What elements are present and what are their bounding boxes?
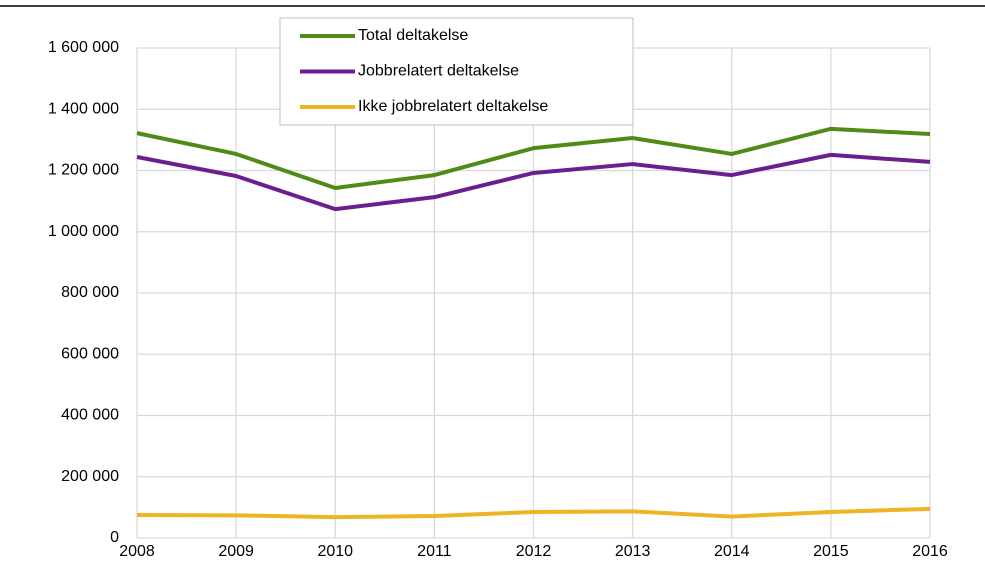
x-tick-label: 2009 (218, 543, 254, 560)
y-tick-label: 400 000 (61, 407, 119, 424)
x-tick-label: 2016 (912, 543, 948, 560)
y-tick-label: 1 000 000 (48, 223, 119, 240)
y-tick-label: 800 000 (61, 284, 119, 301)
series-line (136, 152, 931, 212)
series-line (136, 126, 931, 190)
x-tick-label: 2015 (813, 543, 849, 560)
x-tick-label: 2010 (317, 543, 353, 560)
y-tick-label: 1 600 000 (48, 39, 119, 56)
x-tick-label: 2014 (714, 543, 750, 560)
y-tick-label: 1 200 000 (48, 162, 119, 179)
x-tick-label: 2011 (417, 543, 452, 560)
x-tick-label: 2008 (119, 543, 155, 560)
x-tick-label: 2012 (516, 543, 552, 560)
y-tick-label: 200 000 (61, 468, 119, 485)
y-tick-label: 600 000 (61, 345, 119, 362)
y-tick-label: 0 (110, 529, 119, 546)
x-tick-label: 2013 (615, 543, 651, 560)
legend-label: Ikke jobbrelatert deltakelse (358, 98, 548, 115)
y-tick-label: 1 400 000 (48, 100, 119, 117)
series-line (136, 506, 931, 520)
legend-label: Total deltakelse (358, 27, 468, 44)
legend-label: Jobbrelatert deltakelse (358, 63, 519, 80)
